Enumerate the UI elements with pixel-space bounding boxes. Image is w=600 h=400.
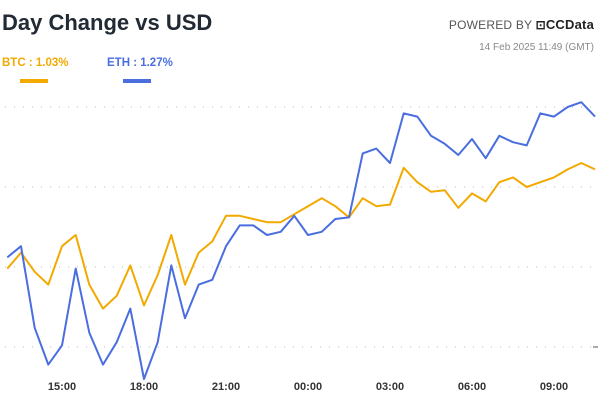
x-tick-label: 09:00	[540, 381, 568, 393]
legend-eth-label: ETH : 1.27%	[107, 57, 173, 69]
x-tick-label: 03:00	[376, 381, 404, 393]
legend-eth[interactable]: ETH : 1.27%	[107, 57, 173, 83]
series-line-btc	[6, 162, 596, 310]
legend-eth-swatch	[123, 79, 151, 83]
series-line-eth	[6, 101, 596, 380]
x-tick-label: 00:00	[294, 381, 322, 393]
brand-name: CCData	[545, 17, 594, 32]
legend-btc-swatch	[20, 79, 48, 83]
x-tick-label: 21:00	[212, 381, 240, 393]
legend-btc[interactable]: BTC : 1.03%	[2, 57, 69, 83]
chart-title: Day Change vs USD	[2, 10, 213, 35]
x-tick-label: 06:00	[458, 381, 486, 393]
ccdata-logo-icon: ⊡	[535, 18, 546, 32]
x-tick-label: 15:00	[48, 381, 76, 393]
x-tick-label: 18:00	[130, 381, 158, 393]
powered-by-label: POWERED BY	[448, 18, 533, 32]
powered-by[interactable]: POWERED BY ⊡CCData	[449, 17, 594, 32]
timestamp: 14 Feb 2025 11:49 (GMT)	[479, 42, 594, 53]
legend-btc-label: BTC : 1.03%	[2, 57, 69, 69]
